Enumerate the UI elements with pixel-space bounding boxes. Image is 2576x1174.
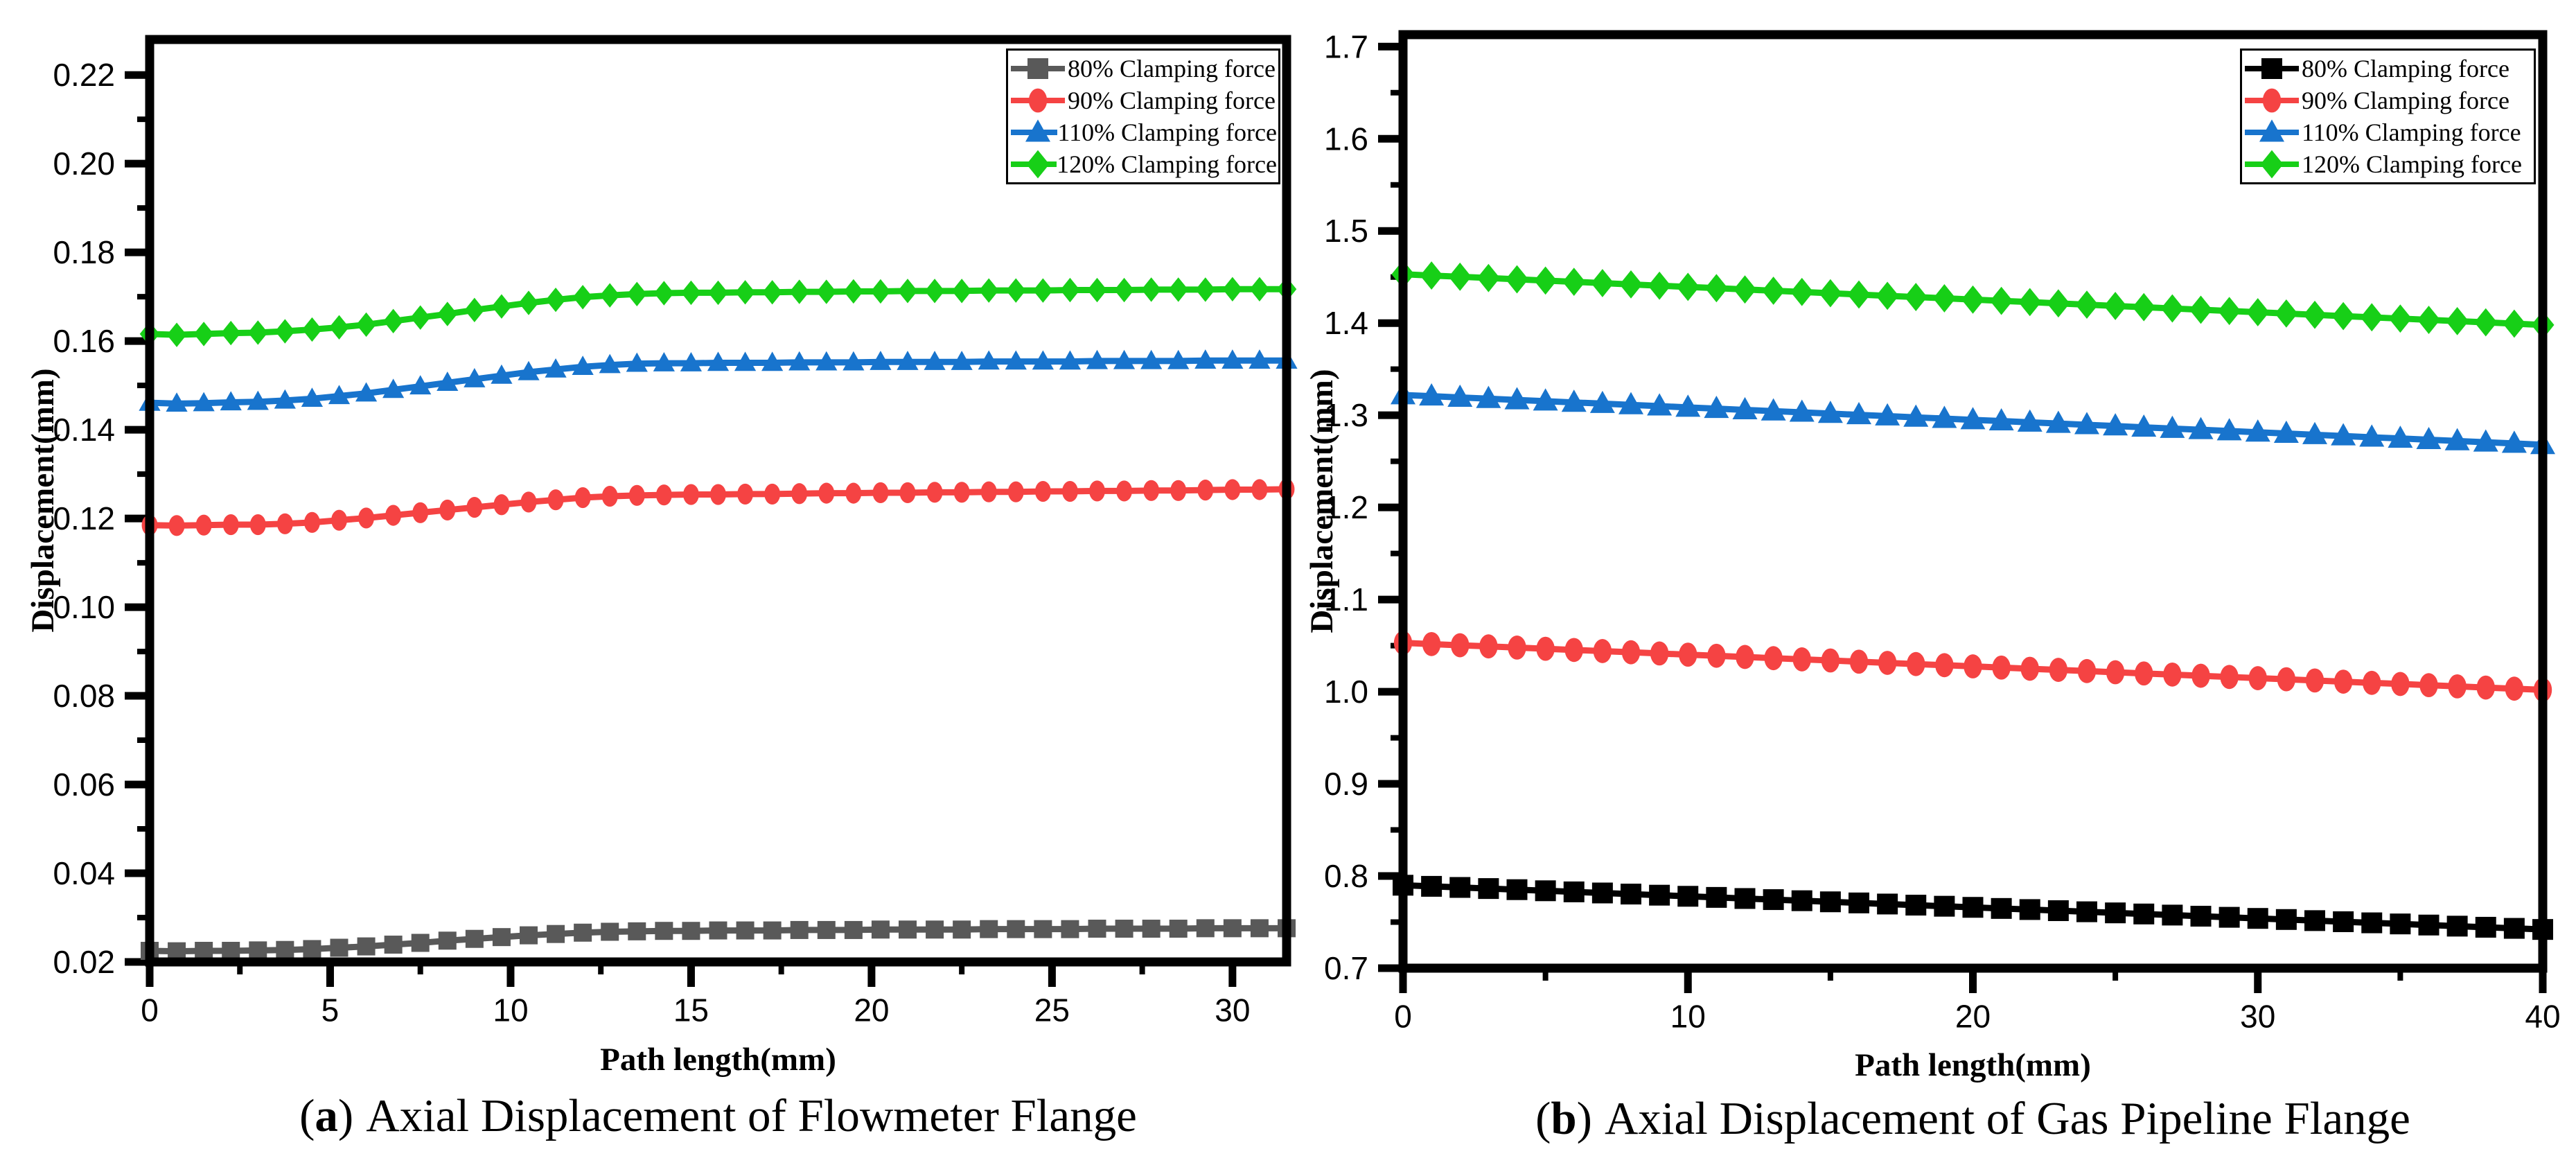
plot-frame (1398, 30, 2548, 973)
x-axis-title-b: Path length(mm) (1855, 1047, 2091, 1083)
diamond-marker-icon (2245, 150, 2299, 179)
legend-item: 110% Clamping force (2243, 116, 2532, 148)
legend-item: 90% Clamping force (1009, 85, 1277, 116)
legend-a: 80% Clamping force 90% Clamping force 110%… (1006, 49, 1280, 184)
legend-item: 80% Clamping force (1009, 53, 1277, 85)
legend-item: 120% Clamping force (1009, 148, 1277, 180)
svg-text:0.22: 0.22 (53, 57, 115, 93)
svg-text:0.8: 0.8 (1324, 858, 1368, 894)
chart-a: 0 5 10 15 20 25 30 0.02 0.04 0.06 0.08 0.10 0.12 0.14… (53, 35, 1298, 1028)
plot-frame (145, 35, 1291, 967)
series-90-clamping-force (1393, 631, 2552, 702)
svg-text:0.7: 0.7 (1324, 950, 1368, 986)
legend-label: 90% Clamping force (2302, 87, 2509, 114)
svg-text:0.04: 0.04 (53, 855, 115, 891)
legend-label: 80% Clamping force (2302, 55, 2509, 82)
legend-b: 80% Clamping force 90% Clamping force 110%… (2240, 49, 2536, 184)
legend-item: 90% Clamping force (2243, 85, 2532, 116)
svg-text:25: 25 (1034, 992, 1070, 1028)
caption-a-panel: (a) (299, 1090, 354, 1141)
svg-text:0: 0 (141, 992, 159, 1028)
axis-tick-labels: 0 10 20 30 40 0.7 0.8 0.9 1.0 1.1 1.2 1.3 1.4 1.5 1.6 1… (1324, 28, 2561, 1034)
svg-text:0.14: 0.14 (53, 412, 115, 448)
svg-text:30: 30 (1215, 992, 1250, 1028)
legend-label: 110% Clamping force (1057, 119, 1277, 146)
axis-tick-labels: 0 5 10 15 20 25 30 0.02 0.04 0.06 0.08 0.10 0.12 0.14… (53, 57, 1250, 1028)
caption-b-text: Axial Displacement of Gas Pipeline Flang… (1604, 1093, 2410, 1144)
svg-text:1.1: 1.1 (1324, 581, 1368, 617)
svg-text:1.6: 1.6 (1324, 121, 1368, 157)
caption-a: (a) Axial Displacement of Flowmeter Flang… (150, 1089, 1287, 1143)
chart-b: 0 10 20 30 40 0.7 0.8 0.9 1.0 1.1 1.2 1.3 1.4 1.5 1.6 1… (1324, 28, 2561, 1034)
series-110-clamping-force (1391, 382, 2555, 455)
y-axis-title-b: Displacement(mm) (1304, 369, 1340, 633)
svg-text:1.5: 1.5 (1324, 213, 1368, 249)
svg-text:0.12: 0.12 (53, 500, 115, 536)
caption-a-text: Axial Displacement of Flowmeter Flange (366, 1090, 1137, 1141)
svg-text:1.7: 1.7 (1324, 28, 1368, 64)
circle-marker-icon (1011, 88, 1065, 113)
svg-text:0.16: 0.16 (53, 323, 115, 359)
svg-text:5: 5 (321, 992, 339, 1028)
svg-text:1.3: 1.3 (1324, 397, 1368, 433)
legend-item: 80% Clamping force (2243, 53, 2532, 85)
caption-b-panel: (b) (1535, 1093, 1592, 1144)
legend-label: 90% Clamping force (1068, 87, 1276, 114)
circle-marker-icon (2245, 88, 2299, 113)
diamond-marker-icon (1011, 150, 1057, 179)
svg-text:15: 15 (673, 992, 709, 1028)
series-80-clamping-force (141, 919, 1296, 961)
svg-text:30: 30 (2240, 999, 2275, 1035)
svg-text:40: 40 (2525, 999, 2560, 1035)
svg-text:20: 20 (854, 992, 889, 1028)
svg-text:1.4: 1.4 (1324, 305, 1368, 341)
series-110-clamping-force (139, 349, 1298, 412)
caption-b: (b) Axial Displacement of Gas Pipeline Fl… (1403, 1092, 2543, 1146)
svg-text:0.06: 0.06 (53, 766, 115, 803)
svg-text:1.0: 1.0 (1324, 674, 1368, 710)
x-axis-title-a: Path length(mm) (600, 1042, 836, 1078)
series-80-clamping-force (1393, 875, 2553, 940)
series-120-clamping-force (1391, 260, 2555, 340)
legend-label: 110% Clamping force (2302, 119, 2521, 146)
svg-text:1.2: 1.2 (1324, 489, 1368, 525)
legend-item: 110% Clamping force (1009, 116, 1277, 148)
svg-text:0: 0 (1394, 999, 1412, 1035)
legend-label: 80% Clamping force (1068, 55, 1276, 82)
axis-ticks (1378, 42, 2547, 993)
square-marker-icon (1011, 58, 1065, 79)
svg-text:10: 10 (493, 992, 528, 1028)
series-90-clamping-force (141, 478, 1295, 536)
triangle-marker-icon (1011, 119, 1058, 142)
legend-label: 120% Clamping force (1057, 150, 1277, 178)
legend-item: 120% Clamping force (2243, 148, 2532, 180)
series-120-clamping-force (139, 277, 1297, 347)
svg-text:0.02: 0.02 (53, 944, 115, 980)
svg-text:0.20: 0.20 (53, 146, 115, 182)
svg-text:0.18: 0.18 (53, 234, 115, 270)
y-axis-title-a: Displacement(mm) (25, 368, 61, 633)
svg-text:0.08: 0.08 (53, 678, 115, 714)
square-marker-icon (2245, 58, 2299, 79)
svg-text:0.9: 0.9 (1324, 766, 1368, 802)
svg-text:20: 20 (1955, 999, 1991, 1035)
svg-text:0.10: 0.10 (53, 589, 115, 625)
axis-ticks (125, 71, 1237, 987)
svg-text:10: 10 (1670, 999, 1706, 1035)
legend-label: 120% Clamping force (2302, 150, 2522, 178)
triangle-marker-icon (2245, 119, 2299, 142)
